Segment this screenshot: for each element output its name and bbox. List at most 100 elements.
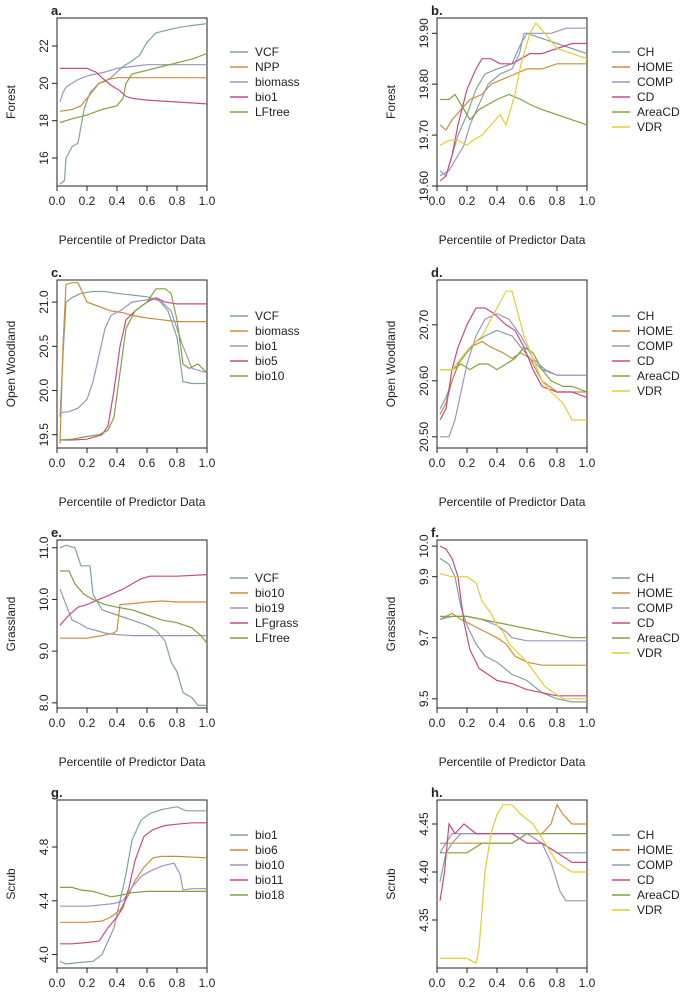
x-tick-label: 0.8 (169, 716, 186, 730)
y-tick-label: 19.80 (417, 69, 431, 99)
y-tick-label: 9.5 (417, 690, 431, 707)
legend-label: bio11 (255, 873, 284, 887)
legend-label: bio5 (255, 354, 278, 368)
x-tick-label: 0.2 (79, 194, 96, 208)
x-tick-label: 0.4 (489, 716, 506, 730)
y-tick-label: 16 (37, 151, 51, 165)
x-tick-label: 0.8 (549, 976, 566, 990)
legend-label: biomass (255, 324, 300, 338)
legend-label: bio10 (255, 858, 285, 872)
x-tick-label: 1.0 (199, 456, 216, 470)
series-line-cd (439, 822, 587, 901)
plot-frame (56, 799, 208, 969)
y-axis-title: Forest (384, 84, 398, 119)
x-tick-label: 0.0 (429, 194, 446, 208)
series-line-home (439, 612, 587, 666)
legend-label: bio1 (255, 90, 278, 104)
x-tick-label: 0.0 (49, 976, 66, 990)
legend-label: bio1 (255, 828, 278, 842)
x-tick-label: 0.0 (429, 976, 446, 990)
series-line-home (439, 63, 587, 131)
legend-label: CD (637, 354, 655, 368)
y-tick-label: 9.9 (417, 568, 431, 585)
chart-panel-g: 0.00.20.40.60.81.04.04.44.8ScrubPercenti… (4, 785, 285, 990)
y-tick-label: 4.40 (417, 860, 431, 884)
y-tick-label: 4.4 (37, 892, 51, 909)
y-tick-label: 4.0 (37, 946, 51, 963)
series-line-bio10 (60, 862, 207, 907)
y-tick-label: 4.45 (417, 812, 431, 836)
x-tick-label: 0.8 (549, 194, 566, 208)
series-line-lfgrass (59, 574, 208, 626)
x-tick-label: 0.2 (79, 716, 96, 730)
panel-letter: h. (431, 785, 443, 800)
y-tick-label: 10.0 (37, 587, 51, 611)
y-axis-title: Grassland (384, 597, 398, 652)
x-tick-label: 0.8 (169, 194, 186, 208)
y-axis-title: Open Woodland (4, 321, 18, 408)
legend-label: LFtree (255, 105, 290, 119)
series-line-vcf (59, 290, 207, 418)
legend-label: VDR (637, 903, 663, 917)
legend-label: bio6 (255, 843, 278, 857)
series-line-npp (59, 77, 207, 112)
series-line-comp (439, 27, 587, 177)
y-tick-label: 4.35 (417, 908, 431, 932)
x-tick-label: 0.8 (549, 456, 566, 470)
y-axis-title: Forest (4, 84, 18, 119)
legend-label: HOME (637, 324, 673, 338)
series-line-bio1 (59, 297, 208, 414)
legend-label: LFgrass (255, 616, 298, 630)
y-tick-label: 22 (37, 39, 51, 53)
y-tick-label: 9.0 (37, 642, 51, 659)
x-tick-label: 0.2 (79, 456, 96, 470)
legend-label: CH (637, 828, 654, 842)
x-tick-label: 1.0 (199, 716, 216, 730)
chart-panel-h: 0.00.20.40.60.81.04.354.404.45ScrubPerce… (384, 785, 680, 990)
y-tick-label: 19.60 (417, 171, 431, 201)
legend-label: AreaCD (637, 369, 680, 383)
series-line-vdr (440, 804, 587, 965)
series-line-vcf (59, 544, 207, 706)
legend-label: COMP (637, 858, 673, 872)
y-tick-label: 20.0 (37, 379, 51, 403)
y-tick-label: 11.0 (37, 536, 51, 559)
chart-panel-a: 0.0 0.2 0.4 0.6 0.8 1.0 16 18 20 22 Forest Percenti… (4, 3, 300, 247)
x-tick-label: 0.6 (519, 716, 536, 730)
x-tick-label: 0.0 (49, 194, 66, 208)
series-line-bio6 (60, 855, 208, 923)
x-tick-label: 0.2 (459, 194, 476, 208)
x-axis-title: Percentile of Predictor Data (439, 495, 586, 509)
x-tick-label: 0.6 (139, 194, 156, 208)
x-tick-label: 0.8 (549, 716, 566, 730)
legend-label: VDR (637, 120, 663, 134)
legend-label: HOME (637, 60, 673, 74)
x-tick-label: 0.4 (489, 456, 506, 470)
chart-panel-e: 0.0 0.2 0.4 0.6 0.8 1.0 8.0 9.0 10.0 11.0 Grasslan… (4, 525, 298, 769)
y-axis-title: Grassland (4, 597, 18, 652)
x-tick-label: 0.0 (429, 716, 446, 730)
x-tick-label: 0.6 (139, 456, 156, 470)
series-line-ch (439, 329, 587, 410)
x-tick-label: 1.0 (199, 976, 216, 990)
series-line-bio11 (60, 822, 207, 945)
legend-label: bio10 (255, 586, 285, 600)
x-axis-title: Percentile of Predictor Data (59, 755, 206, 769)
series-line-cd (439, 545, 587, 697)
legend-label: NPP (255, 60, 280, 74)
plot-frame (436, 279, 588, 449)
series-line-home (440, 803, 587, 844)
y-tick-label: 4.8 (37, 838, 51, 855)
x-tick-label: 0.4 (109, 976, 126, 990)
series-line-biomass (59, 64, 207, 103)
x-tick-label: 0.0 (49, 716, 66, 730)
y-axis-title: Scrub (4, 868, 18, 900)
x-tick-label: 0.0 (429, 456, 446, 470)
legend-label: VDR (637, 384, 663, 398)
